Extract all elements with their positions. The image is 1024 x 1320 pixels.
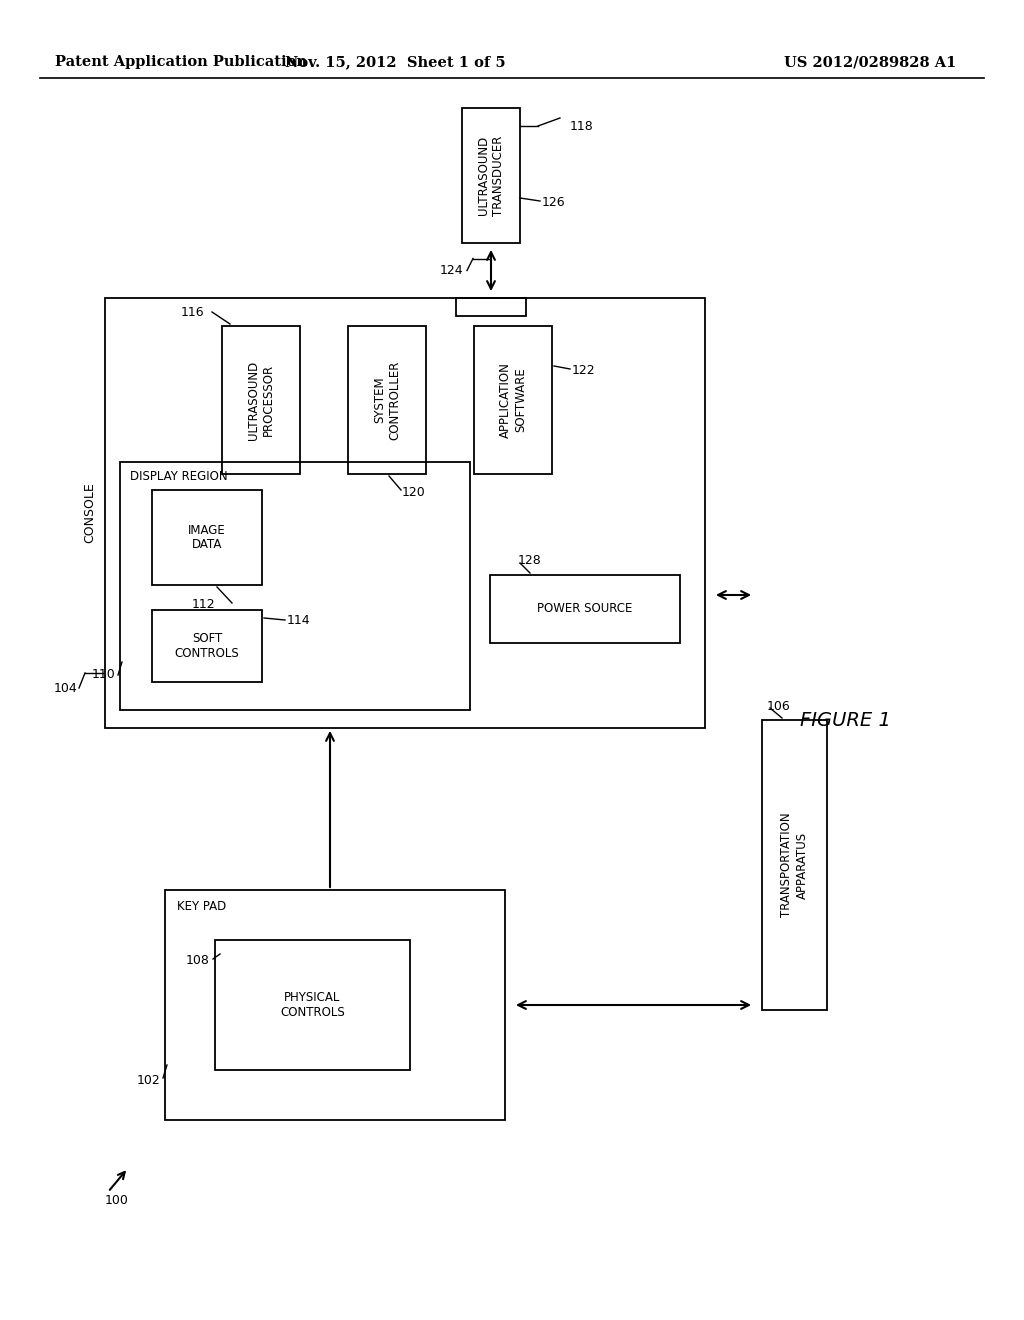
Text: Nov. 15, 2012  Sheet 1 of 5: Nov. 15, 2012 Sheet 1 of 5 xyxy=(285,55,505,69)
Text: 118: 118 xyxy=(570,120,594,132)
Text: FIGURE 1: FIGURE 1 xyxy=(800,710,891,730)
Text: 126: 126 xyxy=(542,197,565,210)
Bar xyxy=(165,890,505,1119)
Text: POWER SOURCE: POWER SOURCE xyxy=(538,602,633,615)
Bar xyxy=(215,940,410,1071)
Bar xyxy=(105,298,705,729)
Text: 110: 110 xyxy=(91,668,115,681)
Text: IMAGE
DATA: IMAGE DATA xyxy=(188,524,226,552)
Text: APPLICATION
SOFTWARE: APPLICATION SOFTWARE xyxy=(499,362,527,438)
Text: SOFT
CONTROLS: SOFT CONTROLS xyxy=(175,632,240,660)
Text: TRANSPORTATION
APPARATUS: TRANSPORTATION APPARATUS xyxy=(780,813,809,917)
Text: ULTRASOUND
TRANSDUCER: ULTRASOUND TRANSDUCER xyxy=(477,136,505,215)
Text: CONSOLE: CONSOLE xyxy=(84,483,96,544)
Text: 128: 128 xyxy=(518,554,542,568)
Bar xyxy=(152,610,262,682)
Bar xyxy=(474,326,552,474)
Text: 124: 124 xyxy=(439,264,463,277)
Text: PHYSICAL
CONTROLS: PHYSICAL CONTROLS xyxy=(281,991,345,1019)
Text: US 2012/0289828 A1: US 2012/0289828 A1 xyxy=(783,55,956,69)
Text: KEY PAD: KEY PAD xyxy=(177,899,226,912)
Text: 112: 112 xyxy=(193,598,216,611)
Bar xyxy=(462,108,520,243)
Bar xyxy=(456,298,526,315)
Text: SYSTEM
CONTROLLER: SYSTEM CONTROLLER xyxy=(373,360,401,440)
Text: 114: 114 xyxy=(287,614,310,627)
Text: 104: 104 xyxy=(53,681,77,694)
Text: 108: 108 xyxy=(186,953,210,966)
Text: 122: 122 xyxy=(572,364,596,378)
Text: Patent Application Publication: Patent Application Publication xyxy=(55,55,307,69)
Bar xyxy=(120,462,470,710)
Text: DISPLAY REGION: DISPLAY REGION xyxy=(130,470,227,483)
Text: 106: 106 xyxy=(767,700,791,713)
Text: 100: 100 xyxy=(105,1193,129,1206)
Bar xyxy=(762,719,827,1010)
Bar xyxy=(222,326,300,474)
Bar xyxy=(490,576,680,643)
Text: 102: 102 xyxy=(136,1073,160,1086)
Bar xyxy=(348,326,426,474)
Text: ULTRASOUND
PROCESSOR: ULTRASOUND PROCESSOR xyxy=(247,360,275,440)
Text: 116: 116 xyxy=(180,305,204,318)
Text: 120: 120 xyxy=(402,486,426,499)
Bar xyxy=(152,490,262,585)
